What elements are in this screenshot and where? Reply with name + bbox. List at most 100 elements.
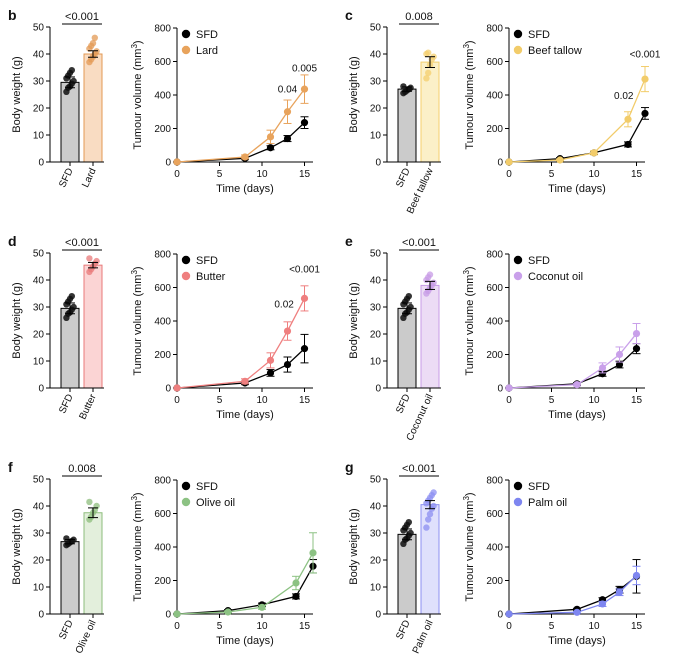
legend-marker-series-lard (181, 45, 191, 55)
x-tick-label: SFD (394, 393, 412, 416)
data-point (292, 592, 300, 601)
data-point (173, 158, 181, 166)
data-point (292, 579, 300, 587)
y-tick-label: 30 (370, 303, 382, 314)
panel-label-f: f (8, 459, 13, 475)
series-line (176, 122, 305, 163)
y-tick-label: 10 (33, 583, 45, 594)
bar-sfd (60, 541, 80, 615)
data-point (505, 158, 513, 166)
data-point (615, 360, 624, 369)
y-tick-label: 0 (38, 610, 44, 621)
x-axis-label: Time (days) (216, 635, 274, 647)
y-tick-label: 30 (370, 529, 382, 540)
legend-label-series-butter: Butter (196, 271, 226, 283)
data-point (283, 360, 292, 369)
y-axis-label-superscript: 3 (462, 270, 471, 275)
data-point (68, 67, 76, 74)
y-tick-label: 10 (370, 357, 382, 368)
y-tick-label: 0 (38, 384, 44, 395)
y-tick-label: 0 (165, 384, 171, 395)
data-point (405, 293, 412, 300)
legend-label-series-sfd: SFD (196, 255, 218, 267)
line-chart-f: 0 200 400 600 800 0 5 10 15 Time (days) Tumour vol… (130, 476, 317, 647)
data-point (641, 75, 649, 83)
y-tick-label: 800 (486, 250, 503, 261)
y-tick-label: 0 (375, 158, 381, 169)
data-point (407, 529, 414, 537)
y-tick-label: 400 (486, 543, 503, 554)
data-point (430, 489, 437, 496)
bar-chart-d: 0 10 20 30 40 50 Body weight (g) SFD Butter <0.00… (11, 237, 104, 421)
p-value-label: <0.001 (402, 237, 436, 249)
line-chart-g: 0 200 400 600 800 0 5 10 15 Time (days) Tumour vol… (462, 476, 645, 647)
data-point (70, 303, 77, 311)
series-sfd (173, 559, 317, 618)
y-tick-label: 800 (154, 24, 171, 35)
legend-marker-series-sfd (181, 481, 191, 491)
y-tick-label: 20 (370, 556, 382, 567)
data-point (266, 356, 275, 364)
y-tick-label: 50 (33, 23, 45, 34)
y-axis-label-superscript: 3 (130, 270, 139, 275)
bar-lard (83, 53, 103, 163)
p-value-annotation: 0.02 (274, 300, 294, 311)
x-tick-label: 0 (174, 395, 180, 406)
y-tick-label: 40 (33, 502, 45, 513)
x-tick-label: 10 (588, 621, 600, 632)
x-tick-label: 5 (217, 169, 223, 180)
panel-label-c: c (345, 7, 353, 23)
data-point (300, 294, 309, 302)
y-axis-label-close: ) (464, 40, 476, 44)
legend-label-series-palm-oil: Palm oil (528, 497, 567, 509)
y-tick-label: 200 (486, 124, 503, 135)
y-tick-label: 200 (486, 576, 503, 587)
y-axis-label-close: ) (132, 492, 144, 496)
x-tick-label: 15 (299, 621, 311, 632)
y-axis-label-text: Tumour volume (mm (464, 275, 476, 376)
data-point (573, 381, 581, 389)
panel-label-d: d (8, 233, 17, 249)
x-tick-label: 15 (299, 395, 311, 406)
y-tick-label: 0 (375, 384, 381, 395)
p-value-annotation: 0.02 (614, 91, 634, 102)
series-sfd (173, 116, 309, 166)
y-tick-label: 50 (33, 249, 45, 260)
line-chart-e: 0 200 400 600 800 0 5 10 15 Time (days) Tumour vol… (462, 250, 645, 421)
legend-marker-series-butter (181, 271, 191, 281)
x-tick-label: Lard (80, 167, 98, 190)
legend-label-series-sfd: SFD (528, 255, 550, 267)
y-tick-label: 30 (33, 77, 45, 88)
y-axis-label: Body weight (g) (11, 56, 23, 132)
legend-label-series-coconut-oil: Coconut oil (528, 271, 583, 283)
data-point (266, 133, 275, 141)
panel-label-b: b (8, 7, 17, 23)
x-tick-label: SFD (57, 393, 75, 416)
y-axis-label: Body weight (g) (11, 508, 23, 584)
p-value-label: 0.008 (68, 463, 96, 475)
bar-sfd (397, 307, 417, 389)
data-point (309, 549, 317, 557)
series-sfd (173, 333, 309, 392)
y-axis-label: Tumour volume (mm3) (130, 492, 144, 601)
y-tick-label: 200 (486, 350, 503, 361)
y-axis-label-superscript: 3 (462, 496, 471, 501)
y-tick-label: 20 (33, 330, 45, 341)
y-axis-label: Body weight (g) (11, 282, 23, 358)
data-point (93, 48, 100, 55)
bar-butter (83, 264, 103, 389)
y-tick-label: 400 (154, 317, 171, 328)
legend-marker-series-coconut-oil (513, 271, 523, 281)
y-tick-label: 0 (497, 158, 503, 169)
x-tick-label: 10 (256, 395, 268, 406)
data-point (590, 149, 598, 157)
y-tick-label: 10 (33, 131, 45, 142)
x-tick-label: Butter (77, 392, 99, 421)
x-tick-label: Olive oil (74, 619, 99, 656)
y-axis-label: Tumour volume (mm3) (130, 40, 144, 149)
y-tick-label: 800 (486, 476, 503, 487)
y-tick-label: 10 (370, 583, 382, 594)
legend-marker-series-sfd (181, 29, 191, 39)
y-tick-label: 600 (486, 509, 503, 520)
